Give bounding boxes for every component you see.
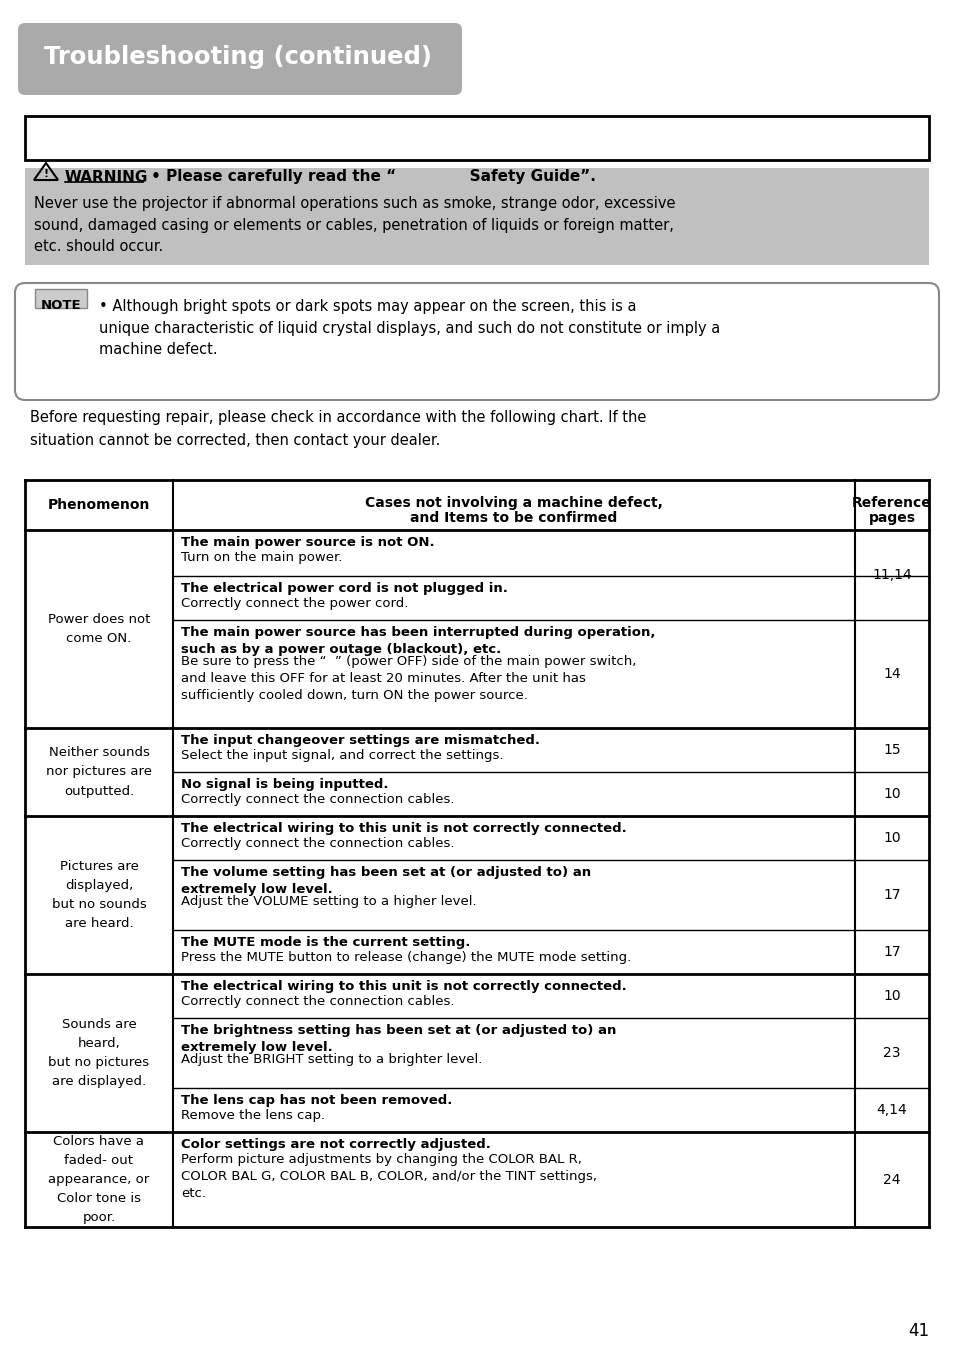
Text: Adjust the VOLUME setting to a higher level.: Adjust the VOLUME setting to a higher le… xyxy=(181,894,476,908)
Bar xyxy=(25,480,928,530)
Text: Colors have a
faded- out
appearance, or
Color tone is
poor.: Colors have a faded- out appearance, or … xyxy=(49,1135,150,1224)
Text: Correctly connect the power cord.: Correctly connect the power cord. xyxy=(181,596,408,610)
Text: NOTE: NOTE xyxy=(41,299,81,312)
Text: Before requesting repair, please check in accordance with the following chart. I: Before requesting repair, please check i… xyxy=(30,411,646,447)
Text: No signal is being inputted.: No signal is being inputted. xyxy=(181,778,388,791)
Text: Phenomenon: Phenomenon xyxy=(48,499,150,512)
Text: • Although bright spots or dark spots may appear on the screen, this is a
unique: • Although bright spots or dark spots ma… xyxy=(99,299,720,358)
Text: Be sure to press the “  ” (power OFF) side of the main power switch,
and leave t: Be sure to press the “ ” (power OFF) sid… xyxy=(181,654,636,702)
Text: The main power source is not ON.: The main power source is not ON. xyxy=(181,537,435,549)
Text: 17: 17 xyxy=(882,888,900,902)
Text: Reference: Reference xyxy=(851,496,931,509)
Text: 15: 15 xyxy=(882,743,900,757)
Text: The brightness setting has been set at (or adjusted to) an
extremely low level.: The brightness setting has been set at (… xyxy=(181,1024,616,1054)
Text: The main power source has been interrupted during operation,
such as by a power : The main power source has been interrupt… xyxy=(181,626,655,656)
Bar xyxy=(25,168,928,266)
Text: Perform picture adjustments by changing the COLOR BAL R,
COLOR BAL G, COLOR BAL : Perform picture adjustments by changing … xyxy=(181,1153,597,1199)
Text: 10: 10 xyxy=(882,787,900,801)
Text: 14: 14 xyxy=(882,667,900,682)
Text: 4,14: 4,14 xyxy=(876,1103,906,1117)
Text: 11,14: 11,14 xyxy=(871,568,911,583)
Text: 10: 10 xyxy=(882,831,900,846)
Text: Troubleshooting (continued): Troubleshooting (continued) xyxy=(44,45,432,69)
Bar xyxy=(35,289,87,308)
Text: WARNING: WARNING xyxy=(65,169,149,184)
Text: Pictures are
displayed,
but no sounds
are heard.: Pictures are displayed, but no sounds ar… xyxy=(51,860,146,930)
Text: Remove the lens cap.: Remove the lens cap. xyxy=(181,1108,325,1122)
FancyBboxPatch shape xyxy=(18,23,461,95)
Text: Correctly connect the connection cables.: Correctly connect the connection cables. xyxy=(181,995,454,1008)
Text: 23: 23 xyxy=(882,1046,900,1060)
Text: Press the MUTE button to release (change) the MUTE mode setting.: Press the MUTE button to release (change… xyxy=(181,951,631,963)
Text: • Please carefully read the “              Safety Guide”.: • Please carefully read the “ Safety Gui… xyxy=(151,169,596,184)
Text: Color settings are not correctly adjusted.: Color settings are not correctly adjuste… xyxy=(181,1138,491,1150)
Text: 17: 17 xyxy=(882,944,900,959)
Text: The MUTE mode is the current setting.: The MUTE mode is the current setting. xyxy=(181,936,470,948)
Text: The input changeover settings are mismatched.: The input changeover settings are mismat… xyxy=(181,734,539,747)
Text: The volume setting has been set at (or adjusted to) an
extremely low level.: The volume setting has been set at (or a… xyxy=(181,866,591,896)
Text: Cases not involving a machine defect,: Cases not involving a machine defect, xyxy=(365,496,662,509)
Text: Adjust the BRIGHT setting to a brighter level.: Adjust the BRIGHT setting to a brighter … xyxy=(181,1053,482,1065)
Text: The electrical wiring to this unit is not correctly connected.: The electrical wiring to this unit is no… xyxy=(181,822,626,835)
Text: Correctly connect the connection cables.: Correctly connect the connection cables. xyxy=(181,837,454,850)
Text: Power does not
come ON.: Power does not come ON. xyxy=(48,612,150,645)
Text: 41: 41 xyxy=(907,1322,928,1340)
Text: Neither sounds
nor pictures are
outputted.: Neither sounds nor pictures are outputte… xyxy=(46,747,152,798)
Text: The electrical power cord is not plugged in.: The electrical power cord is not plugged… xyxy=(181,583,507,595)
Text: 10: 10 xyxy=(882,989,900,1003)
FancyBboxPatch shape xyxy=(15,283,938,400)
Text: Select the input signal, and correct the settings.: Select the input signal, and correct the… xyxy=(181,749,503,762)
Text: The electrical wiring to this unit is not correctly connected.: The electrical wiring to this unit is no… xyxy=(181,980,626,993)
Text: and Items to be confirmed: and Items to be confirmed xyxy=(410,511,617,524)
Text: !: ! xyxy=(44,169,49,179)
Text: Sounds are
heard,
but no pictures
are displayed.: Sounds are heard, but no pictures are di… xyxy=(49,1018,150,1088)
Bar xyxy=(25,117,928,160)
Text: Never use the projector if abnormal operations such as smoke, strange odor, exce: Never use the projector if abnormal oper… xyxy=(34,196,675,255)
Text: pages: pages xyxy=(867,511,915,524)
Text: Correctly connect the connection cables.: Correctly connect the connection cables. xyxy=(181,793,454,806)
Text: The lens cap has not been removed.: The lens cap has not been removed. xyxy=(181,1093,452,1107)
Text: Turn on the main power.: Turn on the main power. xyxy=(181,550,342,564)
Text: 24: 24 xyxy=(882,1172,900,1187)
